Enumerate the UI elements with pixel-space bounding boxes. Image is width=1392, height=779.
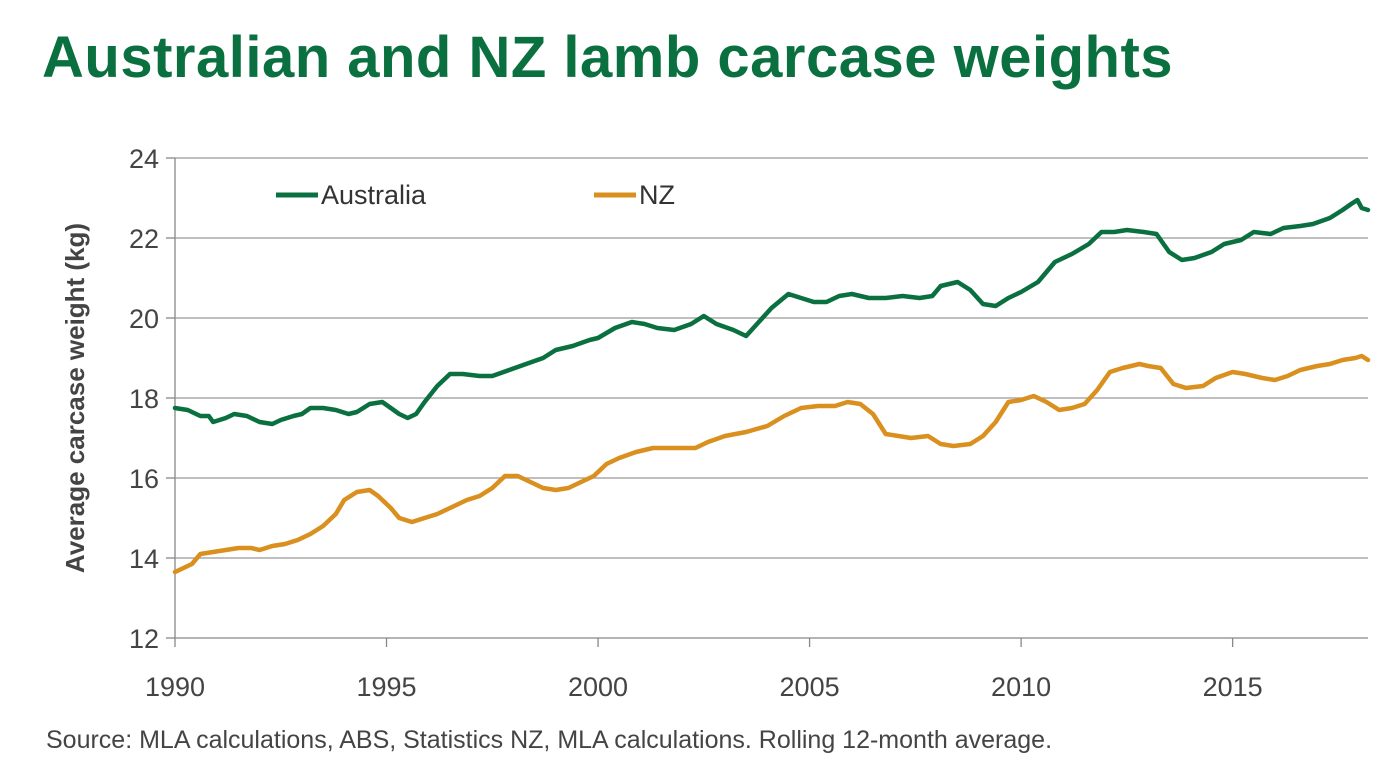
axes	[166, 157, 1368, 647]
legend-label-nz: NZ	[639, 180, 675, 210]
grid-lines	[175, 157, 1368, 559]
y-tick-label: 20	[129, 304, 159, 334]
legend: Australia NZ	[276, 180, 675, 210]
series-line-australia	[172, 197, 1371, 427]
y-tick-label: 14	[129, 544, 159, 574]
x-tick-label: 2015	[1203, 672, 1263, 702]
x-tick-label: 1995	[356, 672, 416, 702]
x-tick-label: 2010	[991, 672, 1051, 702]
y-tick-labels: 12 14 16 18 20 22 24	[129, 144, 159, 654]
y-tick-label: 24	[129, 144, 159, 174]
y-axis-label: Average carcase weight (kg)	[60, 223, 90, 573]
y-tick-label: 18	[129, 384, 159, 414]
x-tick-label: 2000	[568, 672, 628, 702]
x-tick-label: 2005	[780, 672, 840, 702]
y-tick-label: 16	[129, 464, 159, 494]
chart-title: Australian and NZ lamb carcase weights	[42, 25, 1174, 90]
source-note: Source: MLA calculations, ABS, Statistic…	[46, 726, 1053, 754]
x-tick-label: 1990	[145, 672, 205, 702]
y-tick-label: 22	[129, 224, 159, 254]
series-line-nz	[172, 353, 1371, 575]
legend-label-australia: Australia	[321, 180, 427, 210]
x-tick-labels: 1990 1995 2000 2005 2010 2015	[145, 672, 1263, 702]
y-tick-label: 12	[129, 624, 159, 654]
series-lines	[172, 197, 1371, 575]
